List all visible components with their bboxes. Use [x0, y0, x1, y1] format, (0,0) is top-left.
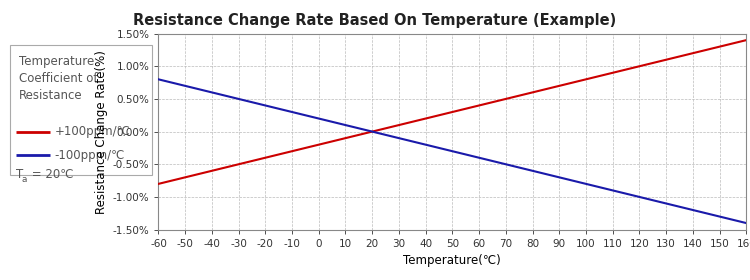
FancyBboxPatch shape — [10, 45, 152, 175]
Text: T: T — [16, 168, 23, 181]
Text: = 20℃: = 20℃ — [28, 168, 74, 181]
Text: a: a — [22, 175, 27, 184]
Y-axis label: Resistance Change Rate(%): Resistance Change Rate(%) — [95, 50, 109, 214]
Text: +100ppm/℃: +100ppm/℃ — [55, 125, 130, 138]
Text: -100ppm/℃: -100ppm/℃ — [55, 149, 125, 162]
X-axis label: Temperature(℃): Temperature(℃) — [404, 254, 501, 267]
Text: Resistance Change Rate Based On Temperature (Example): Resistance Change Rate Based On Temperat… — [134, 13, 616, 28]
Text: Temperature
Coefficient of
Resistance: Temperature Coefficient of Resistance — [20, 55, 98, 102]
